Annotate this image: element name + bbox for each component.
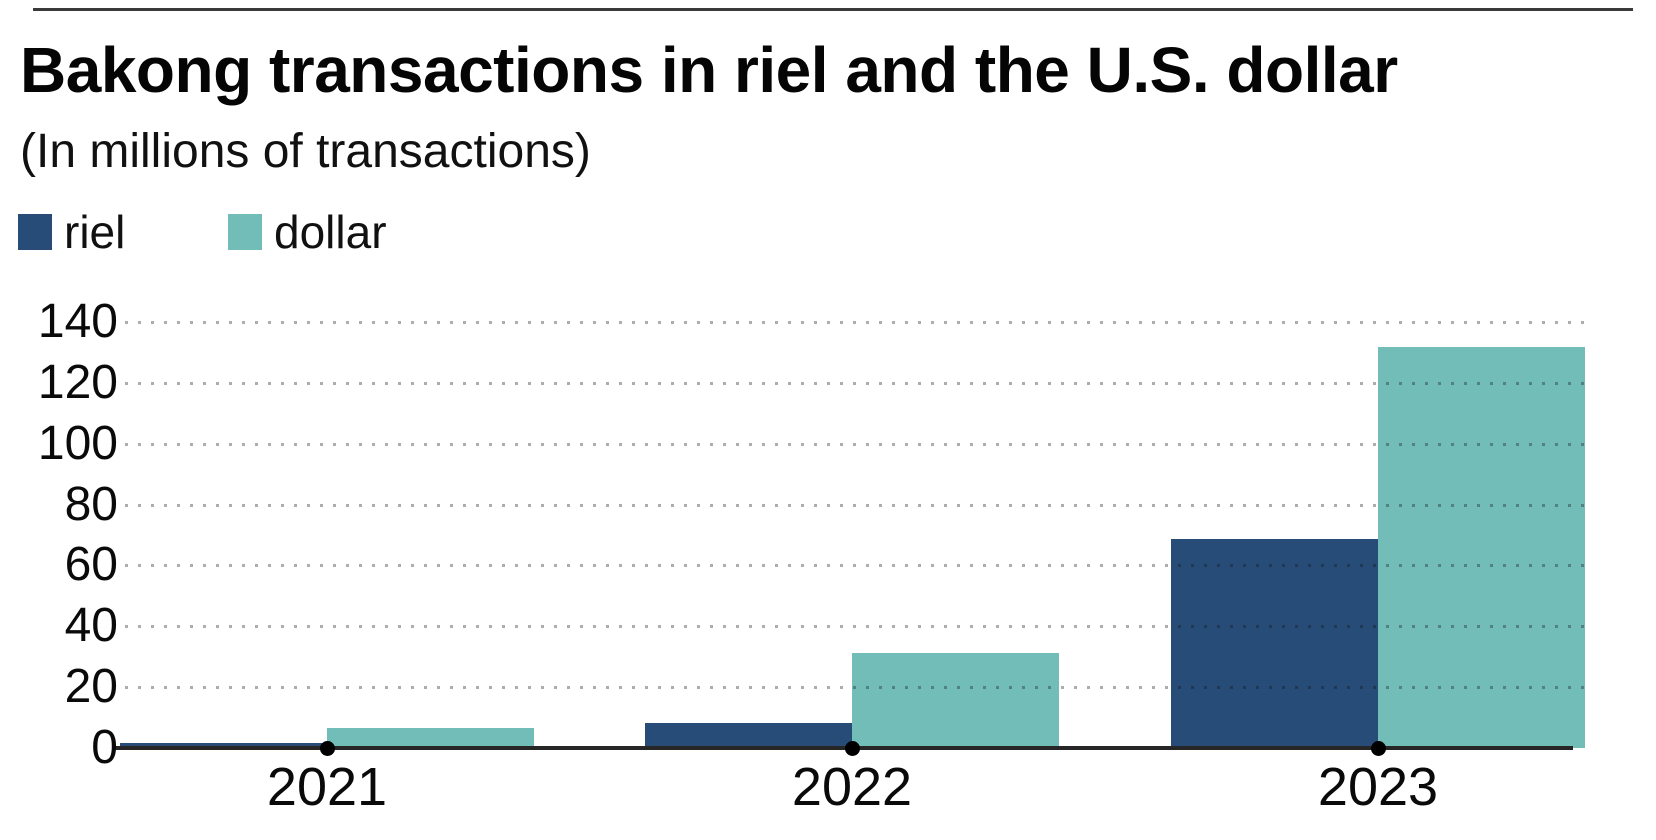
gridline-140: [125, 321, 1590, 324]
y-axis-label-140: 140: [37, 295, 118, 348]
x-axis-line: [115, 746, 1573, 750]
bar-2023-dollar: [1378, 347, 1585, 748]
top-rule: [33, 8, 1633, 11]
y-axis-label-60: 60: [64, 538, 118, 591]
x-axis-label-2022: 2022: [791, 757, 913, 817]
chart-title: Bakong transactions in riel and the U.S.…: [20, 34, 1398, 106]
x-tick-dot-2021: [320, 741, 335, 756]
y-axis-label-0: 0: [91, 721, 118, 774]
gridline-100: [125, 443, 1590, 446]
gridline-80: [125, 504, 1590, 507]
gridline-20: [125, 686, 1590, 689]
x-axis-label-2021: 2021: [266, 757, 388, 817]
legend-swatch-riel: [18, 214, 52, 250]
bar-2022-dollar: [852, 653, 1059, 748]
gridline-40: [125, 625, 1590, 628]
y-axis-label-20: 20: [64, 660, 118, 713]
y-axis-label-80: 80: [64, 478, 118, 531]
x-tick-dot-2023: [1371, 741, 1386, 756]
x-tick-dot-2022: [845, 741, 860, 756]
bar-2022-riel: [645, 723, 852, 748]
legend-item-riel: riel: [18, 206, 126, 258]
legend-label-dollar: dollar: [274, 206, 387, 258]
legend-item-dollar: dollar: [228, 206, 387, 258]
bar-2023-riel: [1171, 539, 1378, 748]
x-axis-label-2023: 2023: [1317, 757, 1439, 817]
gridline-60: [125, 564, 1590, 567]
legend: riel dollar: [0, 206, 1656, 258]
bar-2021-riel: [120, 743, 327, 748]
legend-swatch-dollar: [228, 214, 262, 250]
gridline-120: [125, 382, 1590, 385]
bar-2021-dollar: [327, 728, 534, 748]
chart-subtitle: (In millions of transactions): [20, 125, 591, 178]
y-axis-label-120: 120: [37, 356, 118, 409]
y-axis-label-40: 40: [64, 599, 118, 652]
y-axis-label-100: 100: [37, 417, 118, 470]
legend-label-riel: riel: [64, 206, 126, 258]
